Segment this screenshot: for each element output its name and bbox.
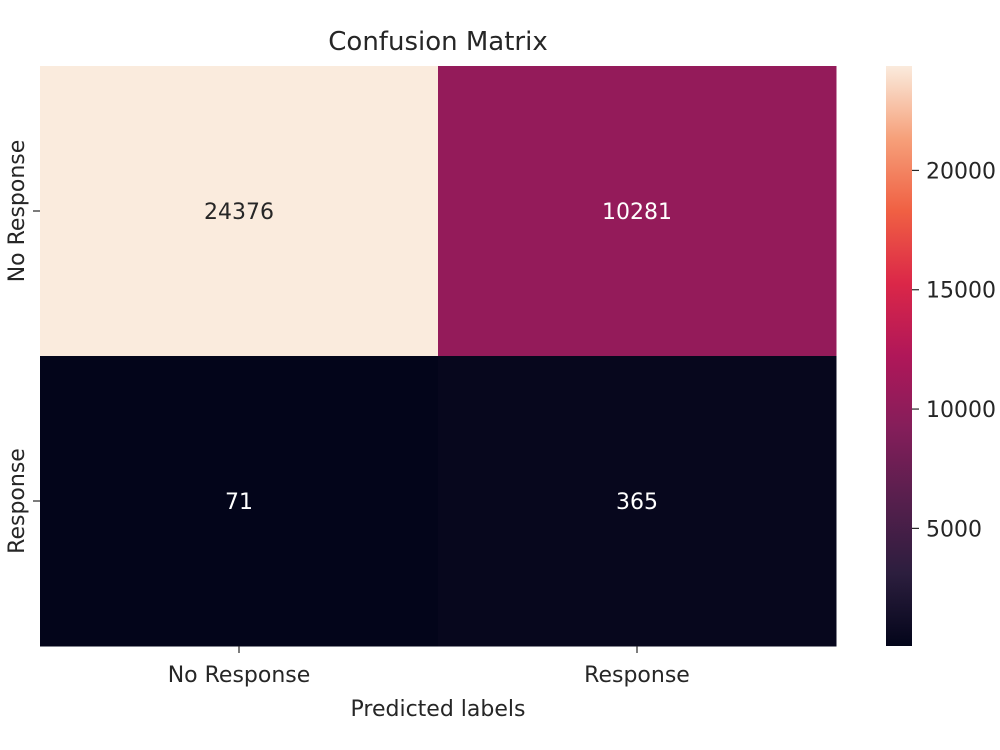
colorbar-tick-label: 20000	[926, 159, 996, 184]
chart-title: Confusion Matrix	[328, 27, 547, 57]
colorbar-ticks: 5000 10000 15000 20000	[912, 159, 996, 542]
heatmap-cell-r1-c0	[40, 356, 439, 647]
y-tick-label: Response	[5, 448, 30, 554]
heatmap-cell-r1-c1	[438, 356, 837, 647]
x-tick-label: Response	[584, 663, 690, 688]
cell-value-label-r0-c1: 10281	[602, 200, 672, 225]
x-axis: No Response Response	[168, 646, 690, 688]
cell-value-label-r1-c0: 71	[225, 490, 253, 515]
x-tick-label: No Response	[168, 663, 311, 688]
colorbar-tick-label: 5000	[926, 517, 982, 542]
cell-value-label-r0-c0: 24376	[204, 200, 274, 225]
heatmap-cell-r0-c0	[40, 66, 439, 357]
heatmap-cells	[40, 66, 837, 647]
x-axis-label: Predicted labels	[351, 697, 526, 722]
heatmap-cell-labels: 24376 10281 71 365	[204, 200, 672, 515]
y-tick-label: No Response	[5, 140, 30, 283]
cell-value-label-r1-c1: 365	[616, 490, 658, 515]
y-axis: No Response Response	[5, 140, 40, 554]
colorbar-tick-label: 10000	[926, 398, 996, 423]
colorbar-tick-label: 15000	[926, 279, 996, 304]
heatmap-cell-r0-c1	[438, 66, 837, 357]
colorbar	[886, 66, 912, 646]
